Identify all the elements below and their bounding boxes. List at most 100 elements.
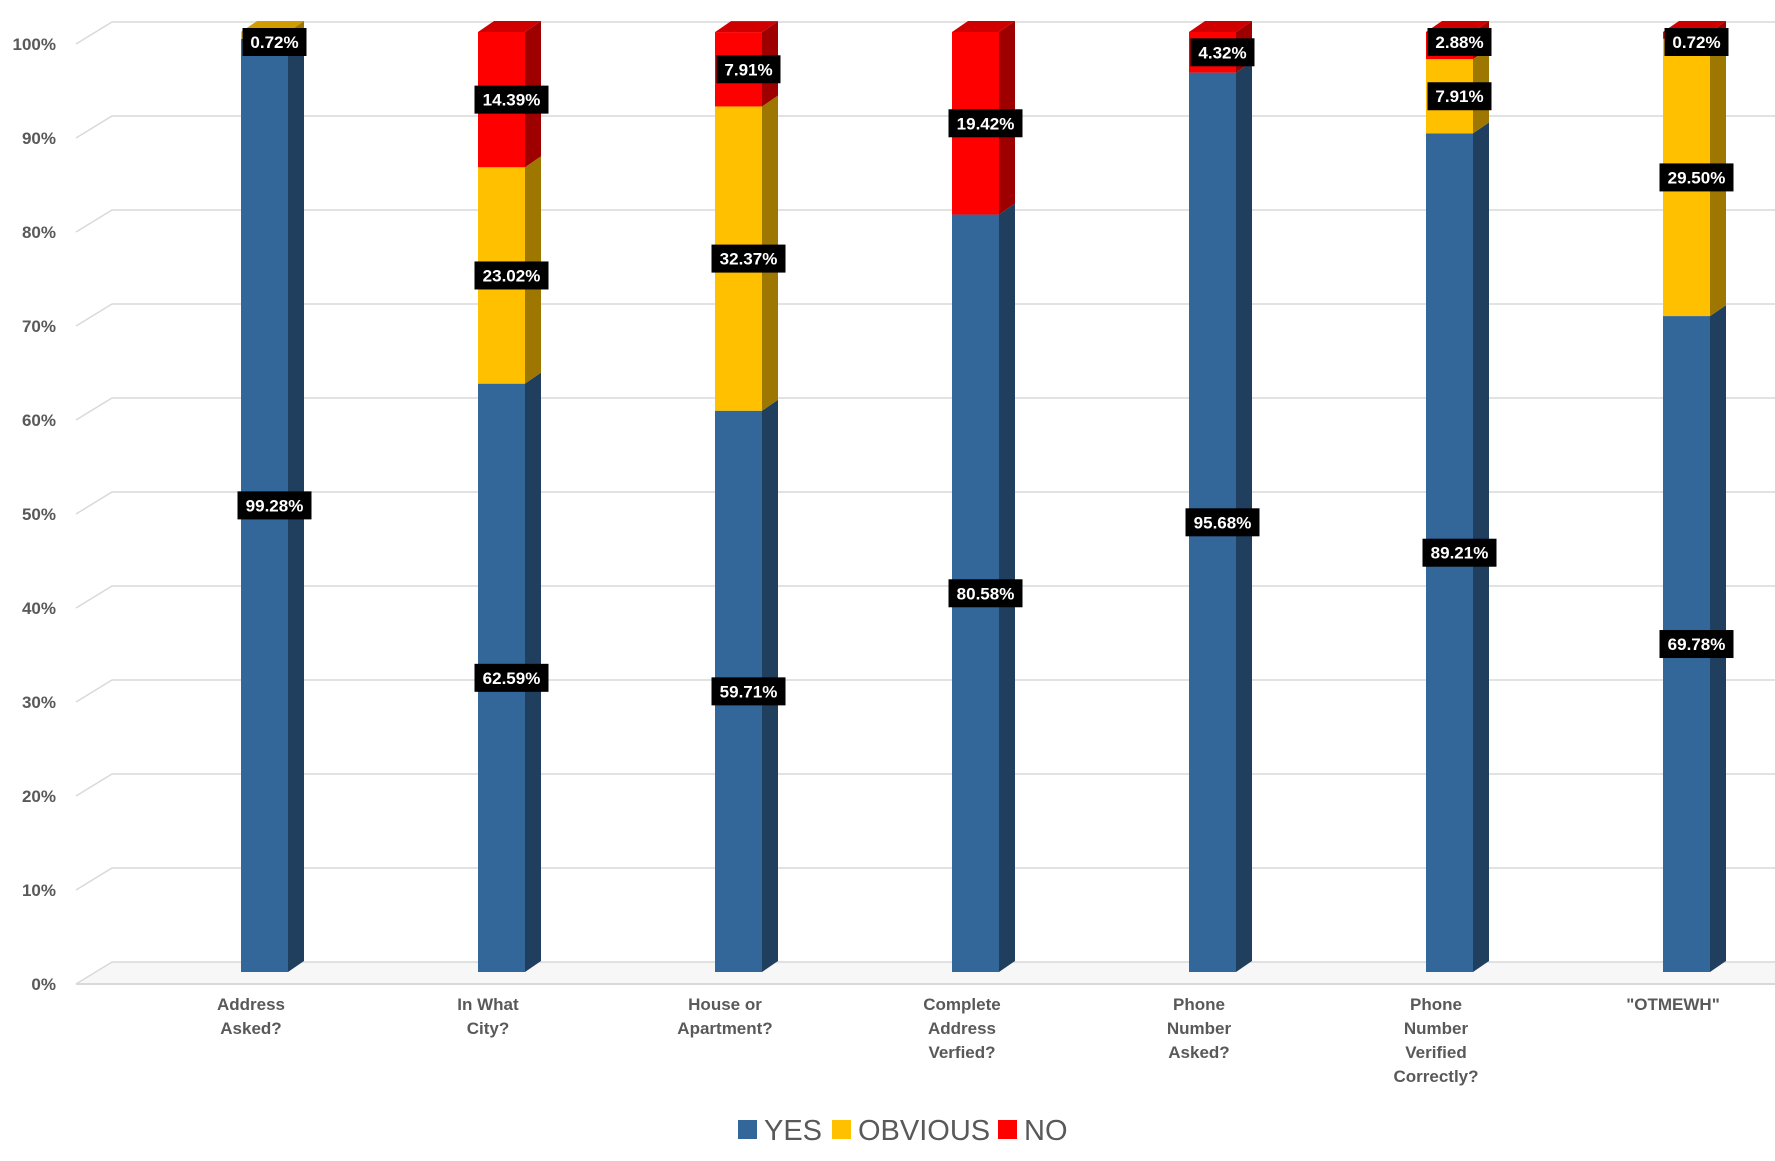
y-tick-label: 90% <box>22 129 56 148</box>
category-label-line: Verified <box>1405 1043 1466 1062</box>
data-label-bg <box>1427 82 1492 111</box>
data-label: 0.72% <box>242 28 307 56</box>
y-tick-label: 20% <box>22 787 56 806</box>
legend-item-no: NO <box>998 1115 1068 1147</box>
legend-label: YES <box>764 1115 822 1147</box>
data-label: 99.28% <box>237 491 312 520</box>
category-label-line: Address <box>217 995 285 1014</box>
gridline <box>75 491 1775 515</box>
data-label-bg <box>948 109 1023 138</box>
data-label: 32.37% <box>711 244 786 273</box>
data-label-bg <box>711 677 786 706</box>
category-label-line: Asked? <box>1168 1043 1229 1062</box>
data-label-text: 62.59% <box>483 669 541 688</box>
category-label-line: Number <box>1404 1019 1469 1038</box>
category-label: In What City? <box>457 995 519 1038</box>
gridline <box>75 115 1775 139</box>
data-label-text: 80.58% <box>957 584 1015 603</box>
legend-label: OBVIOUS <box>858 1115 990 1147</box>
y-tick-label: 100% <box>13 35 56 54</box>
data-label-bg <box>1659 163 1734 192</box>
gridline <box>75 21 1775 45</box>
bar-top <box>952 21 1015 32</box>
legend-item-obvious: OBVIOUS <box>832 1115 990 1147</box>
category-label-line: Phone <box>1173 995 1225 1014</box>
gridline <box>75 209 1775 233</box>
legend-swatch <box>832 1120 851 1139</box>
data-label: 4.32% <box>1190 38 1255 67</box>
data-label: 7.91% <box>716 55 781 84</box>
data-label-text: 69.78% <box>1668 635 1726 654</box>
legend-swatch <box>998 1120 1017 1139</box>
y-tick-label: 40% <box>22 599 56 618</box>
data-label-text: 19.42% <box>957 114 1015 133</box>
data-label: 69.78% <box>1659 630 1734 659</box>
category-label-line: Complete <box>923 995 1000 1014</box>
data-label: 14.39% <box>474 85 549 114</box>
data-label-text: 0.72% <box>250 33 298 52</box>
category-label: Phone Number Verified Correctly? <box>1393 995 1478 1086</box>
chart-floor <box>76 962 1775 985</box>
legend: YES OBVIOUS NO <box>738 1115 1068 1147</box>
data-label-bg <box>711 244 786 273</box>
data-label-text: 14.39% <box>483 91 541 110</box>
data-label: 62.59% <box>474 663 549 692</box>
legend-swatch <box>738 1120 757 1139</box>
category-labels: Address Asked? In What City? House or Apartme… <box>217 995 1720 1086</box>
data-label-text: 99.28% <box>246 496 304 515</box>
category-label-line: "OTMEWH" <box>1626 995 1720 1014</box>
data-label: 23.02% <box>474 261 549 290</box>
data-label-text: 7.91% <box>724 60 772 79</box>
category-label: "OTMEWH" <box>1626 995 1720 1014</box>
gridlines <box>75 21 1775 985</box>
data-labels: 99.28% 0.72% 62.59% 23.02% 14.39% 59.71% 32.37… <box>237 28 1734 706</box>
gridline <box>75 303 1775 327</box>
data-label-bg <box>1427 28 1492 56</box>
bar-top <box>715 21 778 33</box>
category-label-line: Phone <box>1410 995 1462 1014</box>
data-label: 80.58% <box>948 579 1023 608</box>
data-label-bg <box>237 491 312 520</box>
category-label-line: Verfied? <box>928 1043 995 1062</box>
data-label-bg <box>1185 508 1260 537</box>
data-label-bg <box>1659 630 1734 659</box>
y-tick-label: 50% <box>22 505 56 524</box>
data-label: 29.50% <box>1659 163 1734 192</box>
category-label-line: Number <box>1167 1019 1232 1038</box>
bar-stack <box>478 21 541 972</box>
data-label-bg <box>474 663 549 692</box>
category-label-line: House or <box>688 995 762 1014</box>
data-label-text: 29.50% <box>1668 168 1726 187</box>
data-label: 95.68% <box>1185 508 1260 537</box>
data-label-bg <box>948 579 1023 608</box>
category-label-line: Asked? <box>220 1019 281 1038</box>
bar-top <box>478 21 541 32</box>
data-label-text: 89.21% <box>1431 544 1489 563</box>
category-label-line: Apartment? <box>677 1019 772 1038</box>
data-label-text: 59.71% <box>720 682 778 701</box>
data-label-text: 95.68% <box>1194 513 1252 532</box>
category-label: House or Apartment? <box>677 995 772 1038</box>
category-label-line: City? <box>467 1019 510 1038</box>
legend-label: NO <box>1024 1115 1068 1147</box>
data-label-bg <box>1190 38 1255 67</box>
data-label-text: 2.88% <box>1435 33 1483 52</box>
data-label-text: 32.37% <box>720 250 778 269</box>
data-label-bg <box>242 28 307 56</box>
category-label: Address Asked? <box>217 995 285 1038</box>
y-axis-ticks: 0% 10% 20% 30% 40% 50% 60% 70% 80% 90% 100% <box>13 35 56 994</box>
category-label: Complete Address Verfied? <box>923 995 1000 1062</box>
bar-stack <box>952 21 1015 973</box>
data-label: 7.91% <box>1427 82 1492 111</box>
legend-item-yes: YES <box>738 1115 822 1147</box>
data-label-bg <box>474 261 549 290</box>
data-label: 89.21% <box>1422 538 1497 567</box>
category-label-line: Address <box>928 1019 996 1038</box>
gridline <box>75 397 1775 421</box>
floor-plane <box>76 962 1775 984</box>
data-label: 2.88% <box>1427 28 1492 56</box>
y-tick-label: 70% <box>22 317 56 336</box>
data-label-text: 4.32% <box>1198 43 1246 62</box>
data-label-text: 23.02% <box>483 266 541 285</box>
